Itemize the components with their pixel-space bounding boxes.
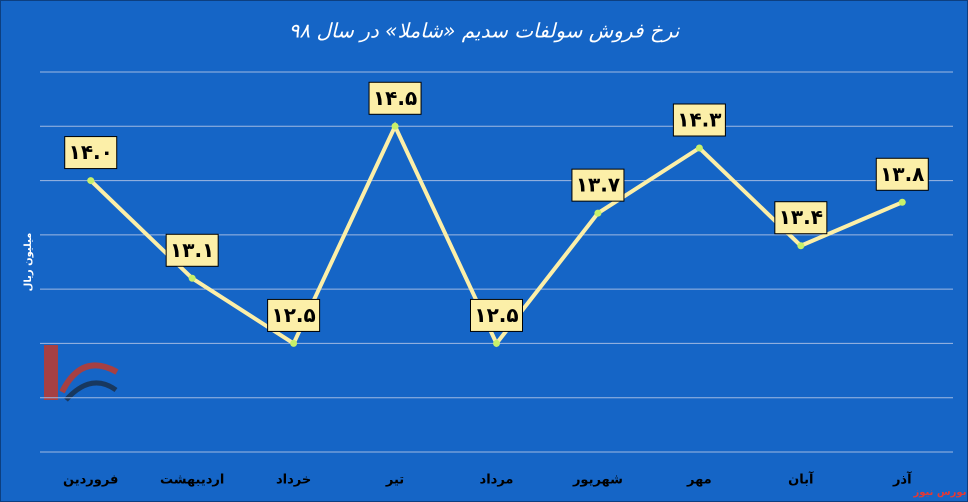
marker: [594, 209, 602, 217]
data-label: ۱۲.۵: [272, 303, 316, 327]
logo: [44, 345, 119, 402]
marker: [391, 122, 399, 130]
data-label: ۱۲.۵: [474, 303, 518, 327]
data-label: ۱۴.۵: [373, 86, 417, 110]
chart-title: نرخ فروش سولفات سدیم «شاملا» در سال ۹۸: [289, 19, 681, 43]
label-box: [571, 168, 625, 202]
data-label: ۱۳.۸: [880, 162, 924, 186]
x-tick-label: شهریور: [572, 473, 623, 488]
x-tick-label: مهر: [686, 473, 712, 488]
x-tick-label: خرداد: [276, 473, 311, 488]
marker: [695, 144, 703, 152]
data-label: ۱۴.۳: [677, 108, 721, 132]
watermark: بورس نیوز: [913, 487, 967, 498]
marker: [898, 198, 906, 206]
marker: [290, 339, 298, 347]
data-label: ۱۳.۴: [779, 205, 823, 229]
label-box: [368, 81, 422, 115]
label-box: [875, 157, 929, 191]
marker: [797, 242, 805, 250]
data-label: ۱۳.۷: [576, 173, 620, 197]
x-tick-label: آبان: [788, 471, 814, 488]
label-box: [774, 201, 828, 235]
y-axis-label: میلیون ریال: [23, 233, 34, 292]
label-box: [165, 233, 219, 267]
x-tick-label: آذر: [892, 471, 912, 488]
label-box: [470, 298, 523, 332]
marker: [493, 339, 500, 347]
marker: [87, 177, 95, 185]
label-box: [267, 298, 321, 332]
label-box: [64, 136, 118, 170]
label-box: [672, 103, 726, 137]
x-tick-label: فروردین: [63, 473, 118, 488]
x-tick-label: تیر: [385, 473, 404, 488]
x-tick-label: مرداد: [480, 473, 514, 488]
data-label: ۱۴.۰: [69, 140, 113, 164]
marker: [188, 274, 196, 282]
x-tick-label: اردیبهشت: [160, 473, 224, 488]
data-label: ۱۳.۱: [170, 238, 214, 262]
